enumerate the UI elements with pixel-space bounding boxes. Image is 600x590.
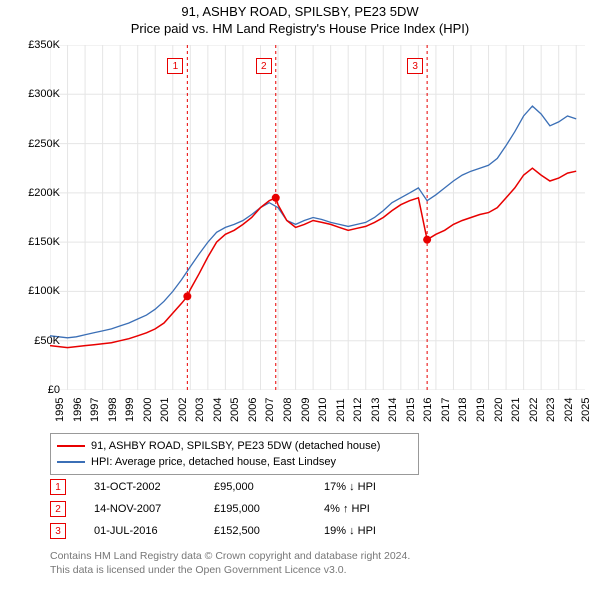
event-price-3: £152,500 [214, 525, 324, 537]
y-tick-label: £150K [10, 236, 60, 248]
event-marker-1: 1 [50, 479, 66, 495]
event-row-2: 2 14-NOV-2007 £195,000 4% ↑ HPI [50, 499, 424, 519]
x-tick-label: 2012 [352, 398, 364, 422]
y-tick-label: £350K [10, 39, 60, 51]
event-row-1: 1 31-OCT-2002 £95,000 17% ↓ HPI [50, 477, 424, 497]
x-tick-label: 2008 [282, 398, 294, 422]
x-tick-label: 2001 [159, 398, 171, 422]
event-delta-2: 4% ↑ HPI [324, 503, 424, 515]
x-tick-label: 1998 [107, 398, 119, 422]
x-tick-label: 2019 [475, 398, 487, 422]
x-tick-label: 2014 [387, 398, 399, 422]
y-tick-label: £300K [10, 88, 60, 100]
x-tick-label: 2020 [493, 398, 505, 422]
event-date-2: 14-NOV-2007 [94, 503, 214, 515]
legend-row-hpi: HPI: Average price, detached house, East… [57, 454, 412, 470]
title-address: 91, ASHBY ROAD, SPILSBY, PE23 5DW [0, 4, 600, 19]
y-tick-label: £250K [10, 138, 60, 150]
chart-svg [50, 45, 585, 390]
chart-area [50, 45, 585, 390]
legend-swatch-hpi [57, 461, 85, 463]
x-tick-label: 2007 [264, 398, 276, 422]
title-block: 91, ASHBY ROAD, SPILSBY, PE23 5DW Price … [0, 0, 600, 36]
x-tick-label: 2004 [212, 398, 224, 422]
y-tick-label: £200K [10, 187, 60, 199]
event-date-1: 31-OCT-2002 [94, 481, 214, 493]
event-marker-box: 3 [407, 58, 423, 74]
event-delta-1: 17% ↓ HPI [324, 481, 424, 493]
event-price-2: £195,000 [214, 503, 324, 515]
x-tick-label: 1997 [89, 398, 101, 422]
x-tick-label: 2006 [247, 398, 259, 422]
x-tick-label: 2013 [370, 398, 382, 422]
chart-container: 91, ASHBY ROAD, SPILSBY, PE23 5DW Price … [0, 0, 600, 590]
x-tick-label: 2011 [335, 398, 347, 422]
legend-swatch-property [57, 445, 85, 447]
x-tick-label: 2010 [317, 398, 329, 422]
event-delta-3: 19% ↓ HPI [324, 525, 424, 537]
x-tick-label: 2018 [457, 398, 469, 422]
x-tick-label: 2003 [194, 398, 206, 422]
footer-line2: This data is licensed under the Open Gov… [50, 563, 410, 577]
x-tick-label: 2005 [229, 398, 241, 422]
x-tick-label: 1996 [72, 398, 84, 422]
event-price-1: £95,000 [214, 481, 324, 493]
legend-label-hpi: HPI: Average price, detached house, East… [91, 456, 336, 468]
y-tick-label: £100K [10, 285, 60, 297]
x-tick-label: 2000 [142, 398, 154, 422]
event-row-3: 3 01-JUL-2016 £152,500 19% ↓ HPI [50, 521, 424, 541]
y-tick-label: £50K [10, 335, 60, 347]
x-tick-label: 2002 [177, 398, 189, 422]
legend-label-property: 91, ASHBY ROAD, SPILSBY, PE23 5DW (detac… [91, 440, 380, 452]
x-tick-label: 2023 [545, 398, 557, 422]
x-tick-label: 2022 [528, 398, 540, 422]
x-tick-label: 1999 [124, 398, 136, 422]
event-marker-2: 2 [50, 501, 66, 517]
y-tick-label: £0 [10, 384, 60, 396]
x-tick-label: 2016 [422, 398, 434, 422]
event-marker-box: 1 [167, 58, 183, 74]
event-date-3: 01-JUL-2016 [94, 525, 214, 537]
events-table: 1 31-OCT-2002 £95,000 17% ↓ HPI 2 14-NOV… [50, 477, 424, 543]
footer-line1: Contains HM Land Registry data © Crown c… [50, 549, 410, 563]
legend-row-property: 91, ASHBY ROAD, SPILSBY, PE23 5DW (detac… [57, 438, 412, 454]
x-tick-label: 2017 [440, 398, 452, 422]
x-tick-label: 2025 [580, 398, 592, 422]
event-marker-3: 3 [50, 523, 66, 539]
event-marker-box: 2 [256, 58, 272, 74]
legend-box: 91, ASHBY ROAD, SPILSBY, PE23 5DW (detac… [50, 433, 419, 475]
x-tick-label: 2015 [405, 398, 417, 422]
title-subtitle: Price paid vs. HM Land Registry's House … [0, 21, 600, 36]
x-tick-label: 2009 [300, 398, 312, 422]
x-tick-label: 2021 [510, 398, 522, 422]
footer-note: Contains HM Land Registry data © Crown c… [50, 549, 410, 577]
x-tick-label: 2024 [563, 398, 575, 422]
x-tick-label: 1995 [54, 398, 66, 422]
